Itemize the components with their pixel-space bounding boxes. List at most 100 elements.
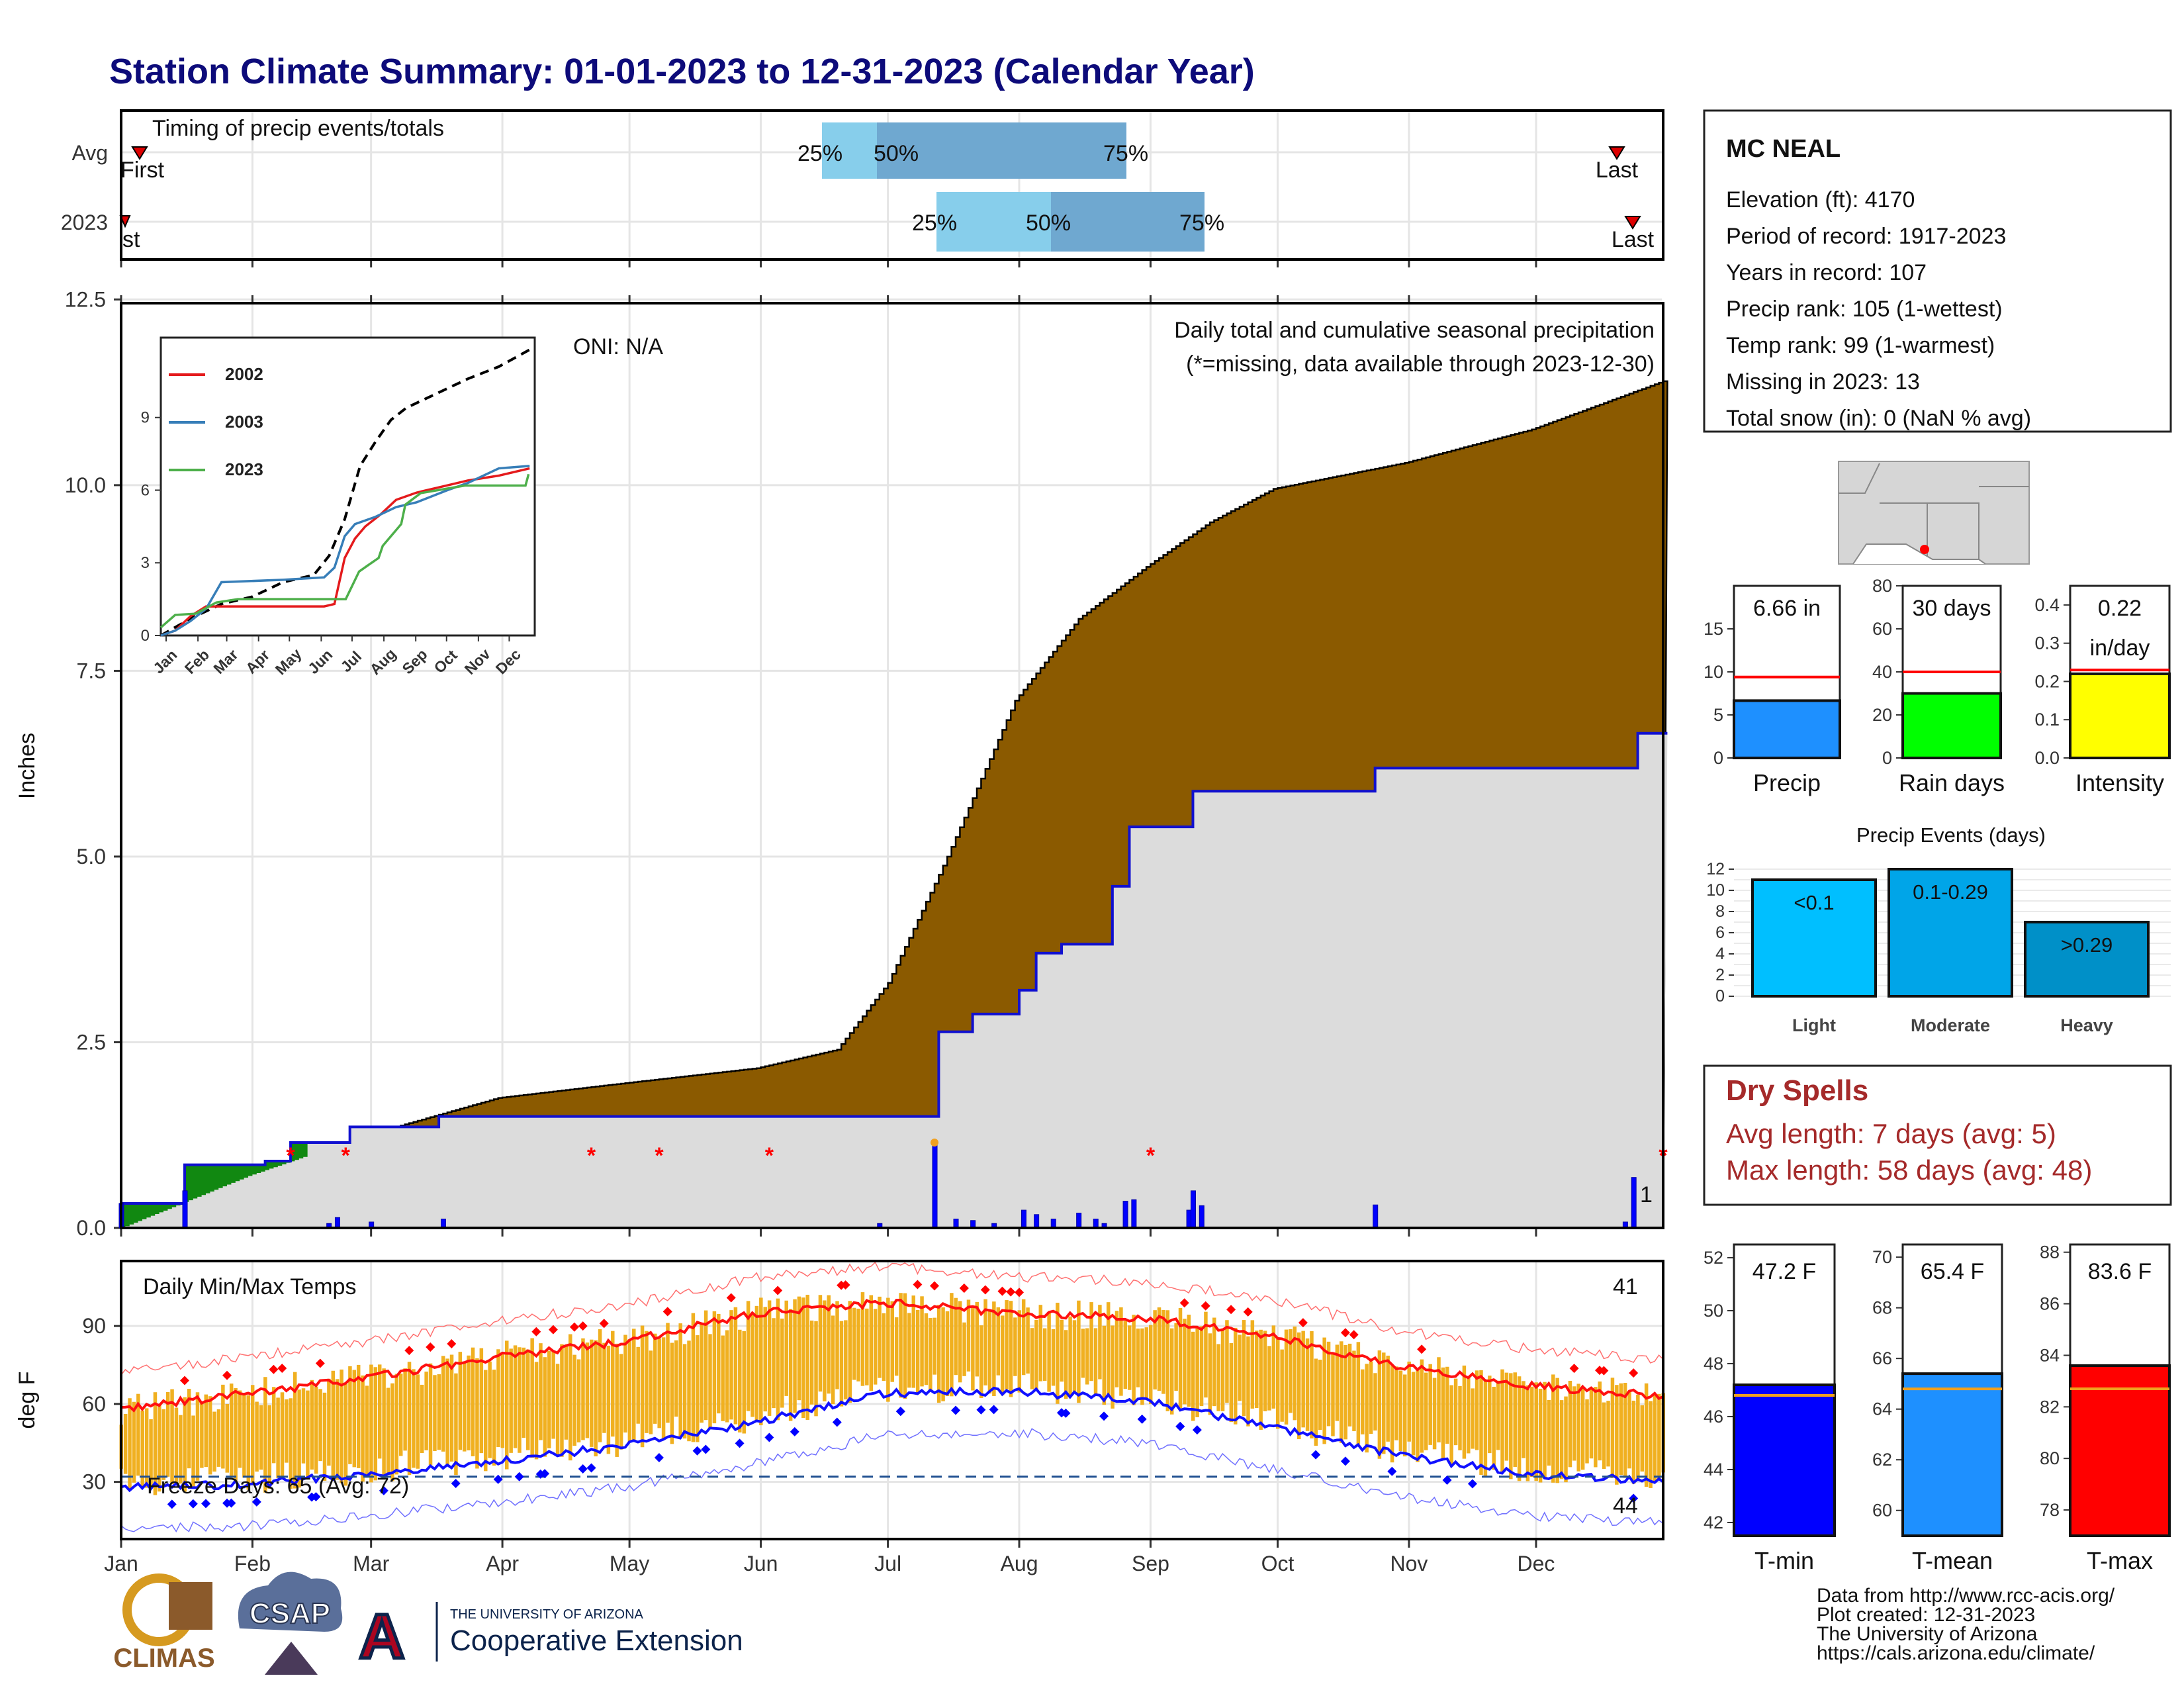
daily-temp-bar xyxy=(721,1335,725,1421)
daily-temp-bar xyxy=(382,1368,386,1478)
station-line-3: Years in record: 107 xyxy=(1726,260,1927,285)
daily-temp-bar xyxy=(140,1410,145,1487)
summary-category-label: Precip xyxy=(1753,769,1821,796)
daily-temp-bar xyxy=(1238,1335,1242,1401)
daily-temp-bar xyxy=(1428,1364,1432,1445)
daily-temp-bar xyxy=(267,1405,272,1489)
precip-events-panel: Precip Events (days) 0 2 4 6 8 10 12 <0.1 Light 0… xyxy=(1706,823,2171,1035)
daily-temp-bar xyxy=(1500,1369,1504,1472)
precip-note: Daily total and cumulative seasonal prec… xyxy=(1174,318,1655,343)
record-low-marker xyxy=(167,1499,177,1509)
record-high-marker xyxy=(1629,1368,1639,1378)
avg-q2-box xyxy=(877,122,1126,179)
daily-temp-bar xyxy=(373,1367,378,1481)
summary-value-unit: in/day xyxy=(2090,635,2150,661)
daily-precip-bar xyxy=(1373,1204,1379,1229)
daily-temp-bar xyxy=(1559,1400,1564,1479)
daily-temp-bar xyxy=(310,1380,314,1470)
missing-day-marker: * xyxy=(286,1143,295,1168)
first-marker-2023 xyxy=(119,215,131,228)
events-ytick-label: 10 xyxy=(1706,881,1725,900)
first-marker-avg xyxy=(131,146,148,160)
daily-temp-bar xyxy=(496,1349,500,1447)
record-high-marker xyxy=(578,1321,588,1331)
daily-temp-bar xyxy=(1445,1366,1449,1444)
record-high-marker xyxy=(1569,1364,1579,1374)
record-low-marker xyxy=(1137,1414,1147,1424)
daily-temp-bar xyxy=(1301,1331,1305,1428)
daily-temp-bar xyxy=(1322,1337,1326,1444)
daily-temp-bar xyxy=(191,1415,195,1489)
daily-temp-bar xyxy=(271,1387,276,1464)
daily-temp-bar xyxy=(479,1348,484,1454)
daily-temp-bar xyxy=(971,1307,975,1391)
daily-temp-bar xyxy=(1183,1319,1187,1405)
daily-temp-bar xyxy=(1331,1353,1335,1436)
daily-temp-bar xyxy=(1314,1358,1318,1446)
daily-temp-bar xyxy=(767,1300,772,1416)
temp-summary-value-label: 47.2 F xyxy=(1752,1259,1816,1284)
record-low-marker xyxy=(1442,1476,1452,1485)
daily-temp-bar xyxy=(687,1340,691,1442)
daily-temp-bar xyxy=(848,1301,852,1403)
daily-temp-bar xyxy=(1034,1320,1038,1389)
daily-temp-bar xyxy=(784,1300,788,1396)
events-ytick-label: 4 xyxy=(1715,945,1725,963)
daily-temp-bar xyxy=(865,1308,869,1385)
daily-temp-bar xyxy=(492,1370,496,1466)
daily-temp-bar xyxy=(229,1383,234,1478)
daily-temp-bar xyxy=(996,1307,1001,1376)
temp-summary-ytick-label: 68 xyxy=(1872,1298,1892,1318)
daily-temp-bar xyxy=(1458,1385,1462,1450)
daily-temp-bar xyxy=(1394,1366,1398,1440)
daily-temp-bar xyxy=(691,1313,696,1442)
daily-precip-bar xyxy=(1190,1190,1196,1229)
daily-temp-bar xyxy=(234,1387,238,1482)
daily-temp-bar xyxy=(576,1359,581,1442)
y2023-75-label: 75% xyxy=(1179,211,1224,236)
temp-summary-ytick-label: 44 xyxy=(1704,1460,1723,1479)
temp-ytick-label: 60 xyxy=(82,1392,106,1416)
daily-temp-bar xyxy=(1267,1346,1271,1411)
temp-summary-bar-t-max xyxy=(2069,1364,2171,1537)
month-label: Oct xyxy=(1261,1552,1295,1575)
footer-line-1: Data from http://www.rcc-acis.org/ xyxy=(1817,1585,2115,1607)
temp-ytick-label: 30 xyxy=(82,1470,106,1494)
daily-temp-bar xyxy=(1449,1385,1453,1466)
record-low-marker xyxy=(379,1485,388,1495)
daily-precip-bar xyxy=(1050,1219,1056,1229)
daily-temp-bar xyxy=(869,1295,873,1391)
precip-ytick-label: 7.5 xyxy=(77,659,106,682)
daily-temp-bar xyxy=(1606,1401,1610,1467)
daily-temp-bar xyxy=(1492,1386,1496,1470)
daily-temp-bar xyxy=(250,1385,255,1483)
daily-temp-bar xyxy=(433,1375,437,1452)
daily-temp-bar xyxy=(950,1293,954,1397)
precip-ytick-label: 5.0 xyxy=(77,845,106,868)
daily-temp-bar xyxy=(1411,1372,1416,1456)
record-high-marker xyxy=(1349,1330,1359,1340)
daily-temp-bar xyxy=(1119,1307,1123,1396)
daily-temp-bar xyxy=(416,1374,420,1469)
daily-temp-bar xyxy=(924,1313,929,1385)
record-high-marker xyxy=(548,1325,558,1335)
daily-temp-bar xyxy=(759,1297,763,1426)
daily-temp-bar xyxy=(1009,1301,1013,1397)
temp-summary-bar-t-min xyxy=(1733,1383,1836,1537)
daily-temp-bar xyxy=(1195,1327,1199,1417)
daily-precip-bar xyxy=(953,1219,959,1229)
record-high-marker xyxy=(599,1319,609,1329)
daily-temp-bar xyxy=(509,1348,513,1453)
daily-temp-bar xyxy=(823,1300,827,1402)
record-high-marker xyxy=(997,1286,1007,1296)
daily-temp-bar xyxy=(1437,1357,1441,1442)
daily-temp-bar xyxy=(907,1313,911,1388)
daily-temp-bar xyxy=(1263,1331,1267,1411)
daily-temp-bar xyxy=(717,1313,721,1414)
daily-temp-bar xyxy=(530,1338,534,1458)
daily-temp-bar xyxy=(424,1372,428,1450)
daily-temp-bar xyxy=(1123,1321,1128,1389)
daily-temp-bar xyxy=(361,1375,365,1482)
summary-ytick-label: 0 xyxy=(1713,748,1723,768)
daily-temp-bar xyxy=(187,1389,191,1469)
